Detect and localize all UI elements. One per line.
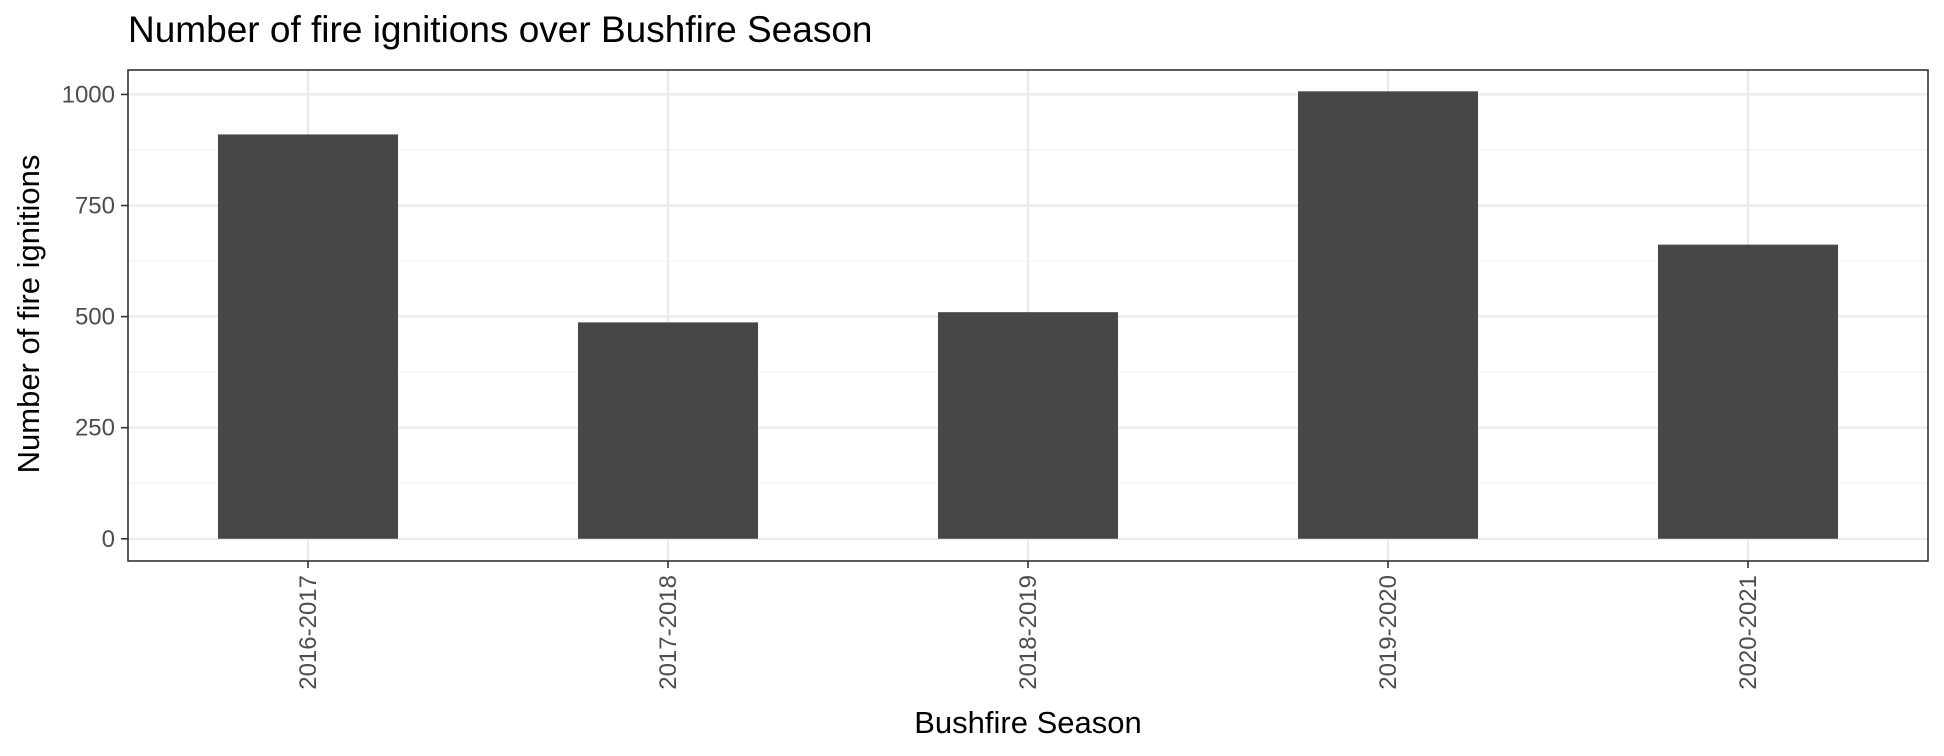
y-tick-label: 750 [75, 193, 115, 220]
x-tick-label: 2017-2018 [655, 575, 682, 690]
y-tick-label: 250 [75, 415, 115, 442]
chart-title: Number of fire ignitions over Bushfire S… [128, 9, 872, 50]
x-tick-label: 2016-2017 [295, 575, 322, 690]
y-axis-title: Number of fire ignitions [11, 155, 46, 474]
bar-2016-2017 [218, 134, 398, 539]
y-axis: 0 250 500 750 1000 [62, 81, 128, 553]
x-axis: 2016-2017 2017-2018 2018-2019 2019-2020 2020… [295, 561, 1762, 690]
x-tick-label: 2020-2021 [1735, 575, 1762, 690]
bar-2020-2021 [1658, 244, 1838, 539]
bars [218, 91, 1838, 539]
y-tick-label: 500 [75, 304, 115, 331]
x-axis-title: Bushfire Season [914, 705, 1141, 740]
y-tick-label: 0 [102, 526, 115, 553]
y-tick-label: 1000 [62, 81, 115, 108]
x-tick-label: 2019-2020 [1375, 575, 1402, 690]
bar-2017-2018 [578, 322, 758, 539]
bar-2019-2020 [1298, 91, 1478, 539]
bar-2018-2019 [938, 312, 1118, 539]
x-tick-label: 2018-2019 [1015, 575, 1042, 690]
